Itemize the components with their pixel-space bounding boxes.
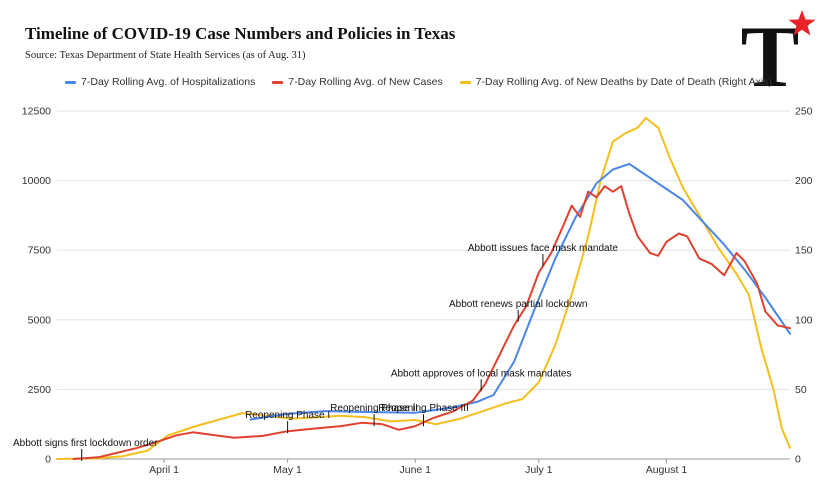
legend-swatch	[65, 80, 77, 84]
y-right-tick-label: 0	[795, 454, 801, 466]
legend-swatch	[272, 80, 284, 84]
x-tick-label: July 1	[525, 464, 553, 476]
y-right-tick-label: 100	[795, 314, 813, 326]
legend-label: 7-Day Rolling Avg. of New Deaths by Date…	[475, 76, 772, 88]
y-left-tick-label: 2500	[28, 384, 52, 396]
series-line-hospitalizations	[249, 162, 791, 421]
chart-title: Timeline of COVID-19 Case Numbers and Po…	[25, 24, 456, 43]
annotation-label: Abbott renews partial lockdown	[449, 299, 587, 310]
legend-swatch	[459, 80, 471, 84]
y-left-tick-label: 0	[45, 454, 51, 466]
y-right-tick-label: 150	[795, 245, 813, 257]
annotation-label: Abbott signs first lockdown order	[13, 438, 158, 449]
texas-tribune-logo: T	[741, 9, 816, 88]
legend-item-deaths: 7-Day Rolling Avg. of New Deaths by Date…	[459, 76, 772, 88]
star-icon	[788, 10, 816, 36]
y-left-tick-label: 5000	[28, 314, 52, 326]
x-tick-label: April 1	[149, 464, 179, 476]
logo-letter: T	[741, 9, 800, 88]
annotation-label: Abbott approves of local mask mandates	[391, 368, 572, 379]
legend-label: 7-Day Rolling Avg. of Hospitalizations	[81, 76, 256, 88]
annotation-label: Reopening Phase III	[378, 403, 469, 414]
chart-source: Source: Texas Department of State Health…	[25, 50, 306, 61]
x-tick-label: August 1	[646, 464, 688, 476]
y-left-tick-label: 12500	[22, 106, 51, 118]
series-line-new-cases	[72, 185, 791, 460]
legend-item-hospitalizations: 7-Day Rolling Avg. of Hospitalizations	[65, 76, 255, 88]
annotation-label: Abbott issues face mask mandate	[468, 243, 619, 254]
x-tick-label: May 1	[273, 464, 302, 476]
y-right-tick-label: 250	[795, 106, 813, 118]
annotation-label: Reopening Phase II	[330, 403, 418, 414]
y-right-tick-label: 200	[795, 175, 813, 187]
y-right-tick-label: 50	[795, 384, 807, 396]
y-left-tick-label: 10000	[22, 175, 51, 187]
series-line-deaths	[56, 117, 791, 460]
y-left-tick-label: 7500	[28, 245, 52, 257]
x-tick-label: June 1	[399, 464, 431, 476]
annotation-label: Reopening Phase I	[245, 410, 330, 421]
legend: 7-Day Rolling Avg. of Hospitalizations 7…	[0, 76, 837, 88]
legend-item-new-cases: 7-Day Rolling Avg. of New Cases	[272, 76, 443, 88]
legend-label: 7-Day Rolling Avg. of New Cases	[288, 76, 443, 88]
